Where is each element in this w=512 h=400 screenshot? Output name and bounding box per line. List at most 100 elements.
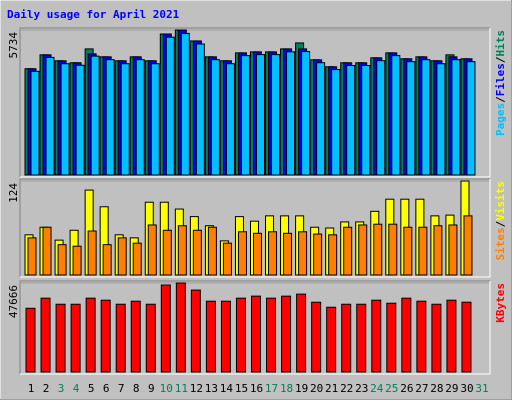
bar [87,230,97,276]
bar [433,225,443,276]
bar [403,226,413,276]
bar [165,36,175,176]
bar [40,297,51,373]
legend-entry: Hits [494,30,507,57]
y-tick-label: 47666 [7,285,20,318]
legend-separator: / [494,56,507,63]
bar [283,232,293,276]
bar [266,297,277,373]
bar [361,65,371,176]
panel-bevel [20,179,491,278]
bar [463,215,473,276]
bar [30,70,40,176]
bar [418,226,428,276]
bar [358,224,368,276]
bar [27,237,37,276]
x-tick-label: 13 [205,382,218,395]
bar [150,63,160,176]
x-tick-label: 6 [103,382,110,395]
bar [237,231,247,276]
x-tick-label: 30 [460,382,473,395]
bar [466,61,476,176]
bar [177,225,187,276]
bar [316,62,326,176]
bar [117,237,127,276]
x-tick-label: 15 [235,382,248,395]
bar [240,55,250,176]
x-tick-label: 4 [73,382,80,395]
x-tick-label: 24 [370,382,384,395]
x-tick-label: 23 [355,382,368,395]
bar [132,242,142,276]
panel-bevel [20,28,491,178]
y-tick-label: 124 [7,183,20,203]
bar [328,234,338,276]
bar [102,244,112,276]
x-tick-label: 31 [475,382,488,395]
x-tick-label: 19 [295,382,308,395]
bar [135,59,145,176]
bar [406,61,416,176]
bar [421,59,431,176]
panel-bevel [19,178,490,277]
bar [75,64,85,176]
bar [85,297,96,373]
x-tick-label: 26 [400,382,413,395]
panel-bevel [19,27,490,177]
bar [190,289,201,373]
bar [376,60,386,176]
legend-separator: / [494,220,507,227]
bar [72,245,82,276]
x-tick-label: 29 [445,382,458,395]
bar [371,299,382,373]
bar [55,303,66,373]
x-tick-label: 25 [385,382,398,395]
bar [416,300,427,373]
bar [356,303,367,373]
x-tick-label: 21 [325,382,338,395]
x-tick-label: 3 [58,382,65,395]
x-tick-label: 12 [190,382,203,395]
bar [461,301,472,373]
bar [253,232,262,276]
x-tick-label: 17 [265,382,278,395]
bar [391,55,401,176]
x-tick-label: 10 [160,382,173,395]
bar [225,63,235,176]
bar [401,297,412,373]
bar [45,56,55,176]
bar [100,299,111,373]
bar [281,295,292,373]
bar [120,63,130,176]
bar [210,59,220,176]
bar [313,233,323,276]
x-tick-label: 5 [88,382,95,395]
panel-bevel [20,281,491,375]
x-tick-label: 8 [133,382,140,395]
legend-entry: KBytes [494,283,507,323]
legend-entry: Pages [494,103,507,136]
bar [341,303,352,373]
bar [251,295,261,373]
bar [220,300,231,373]
bar [431,303,442,373]
bar [286,51,296,176]
bar [160,284,171,373]
bar [235,297,246,373]
x-tick-label: 2 [43,382,50,395]
x-tick-label: 28 [430,382,443,395]
bar [298,231,308,276]
bar [386,302,397,373]
bar [373,223,383,276]
bar [192,229,202,276]
bar [42,226,52,276]
bar [145,303,156,373]
bar [207,226,217,276]
bar [436,63,446,176]
x-tick-label: 14 [220,382,234,395]
panel-bevel [19,280,490,374]
bar [222,242,232,276]
bar [446,299,457,373]
bar [451,59,461,176]
